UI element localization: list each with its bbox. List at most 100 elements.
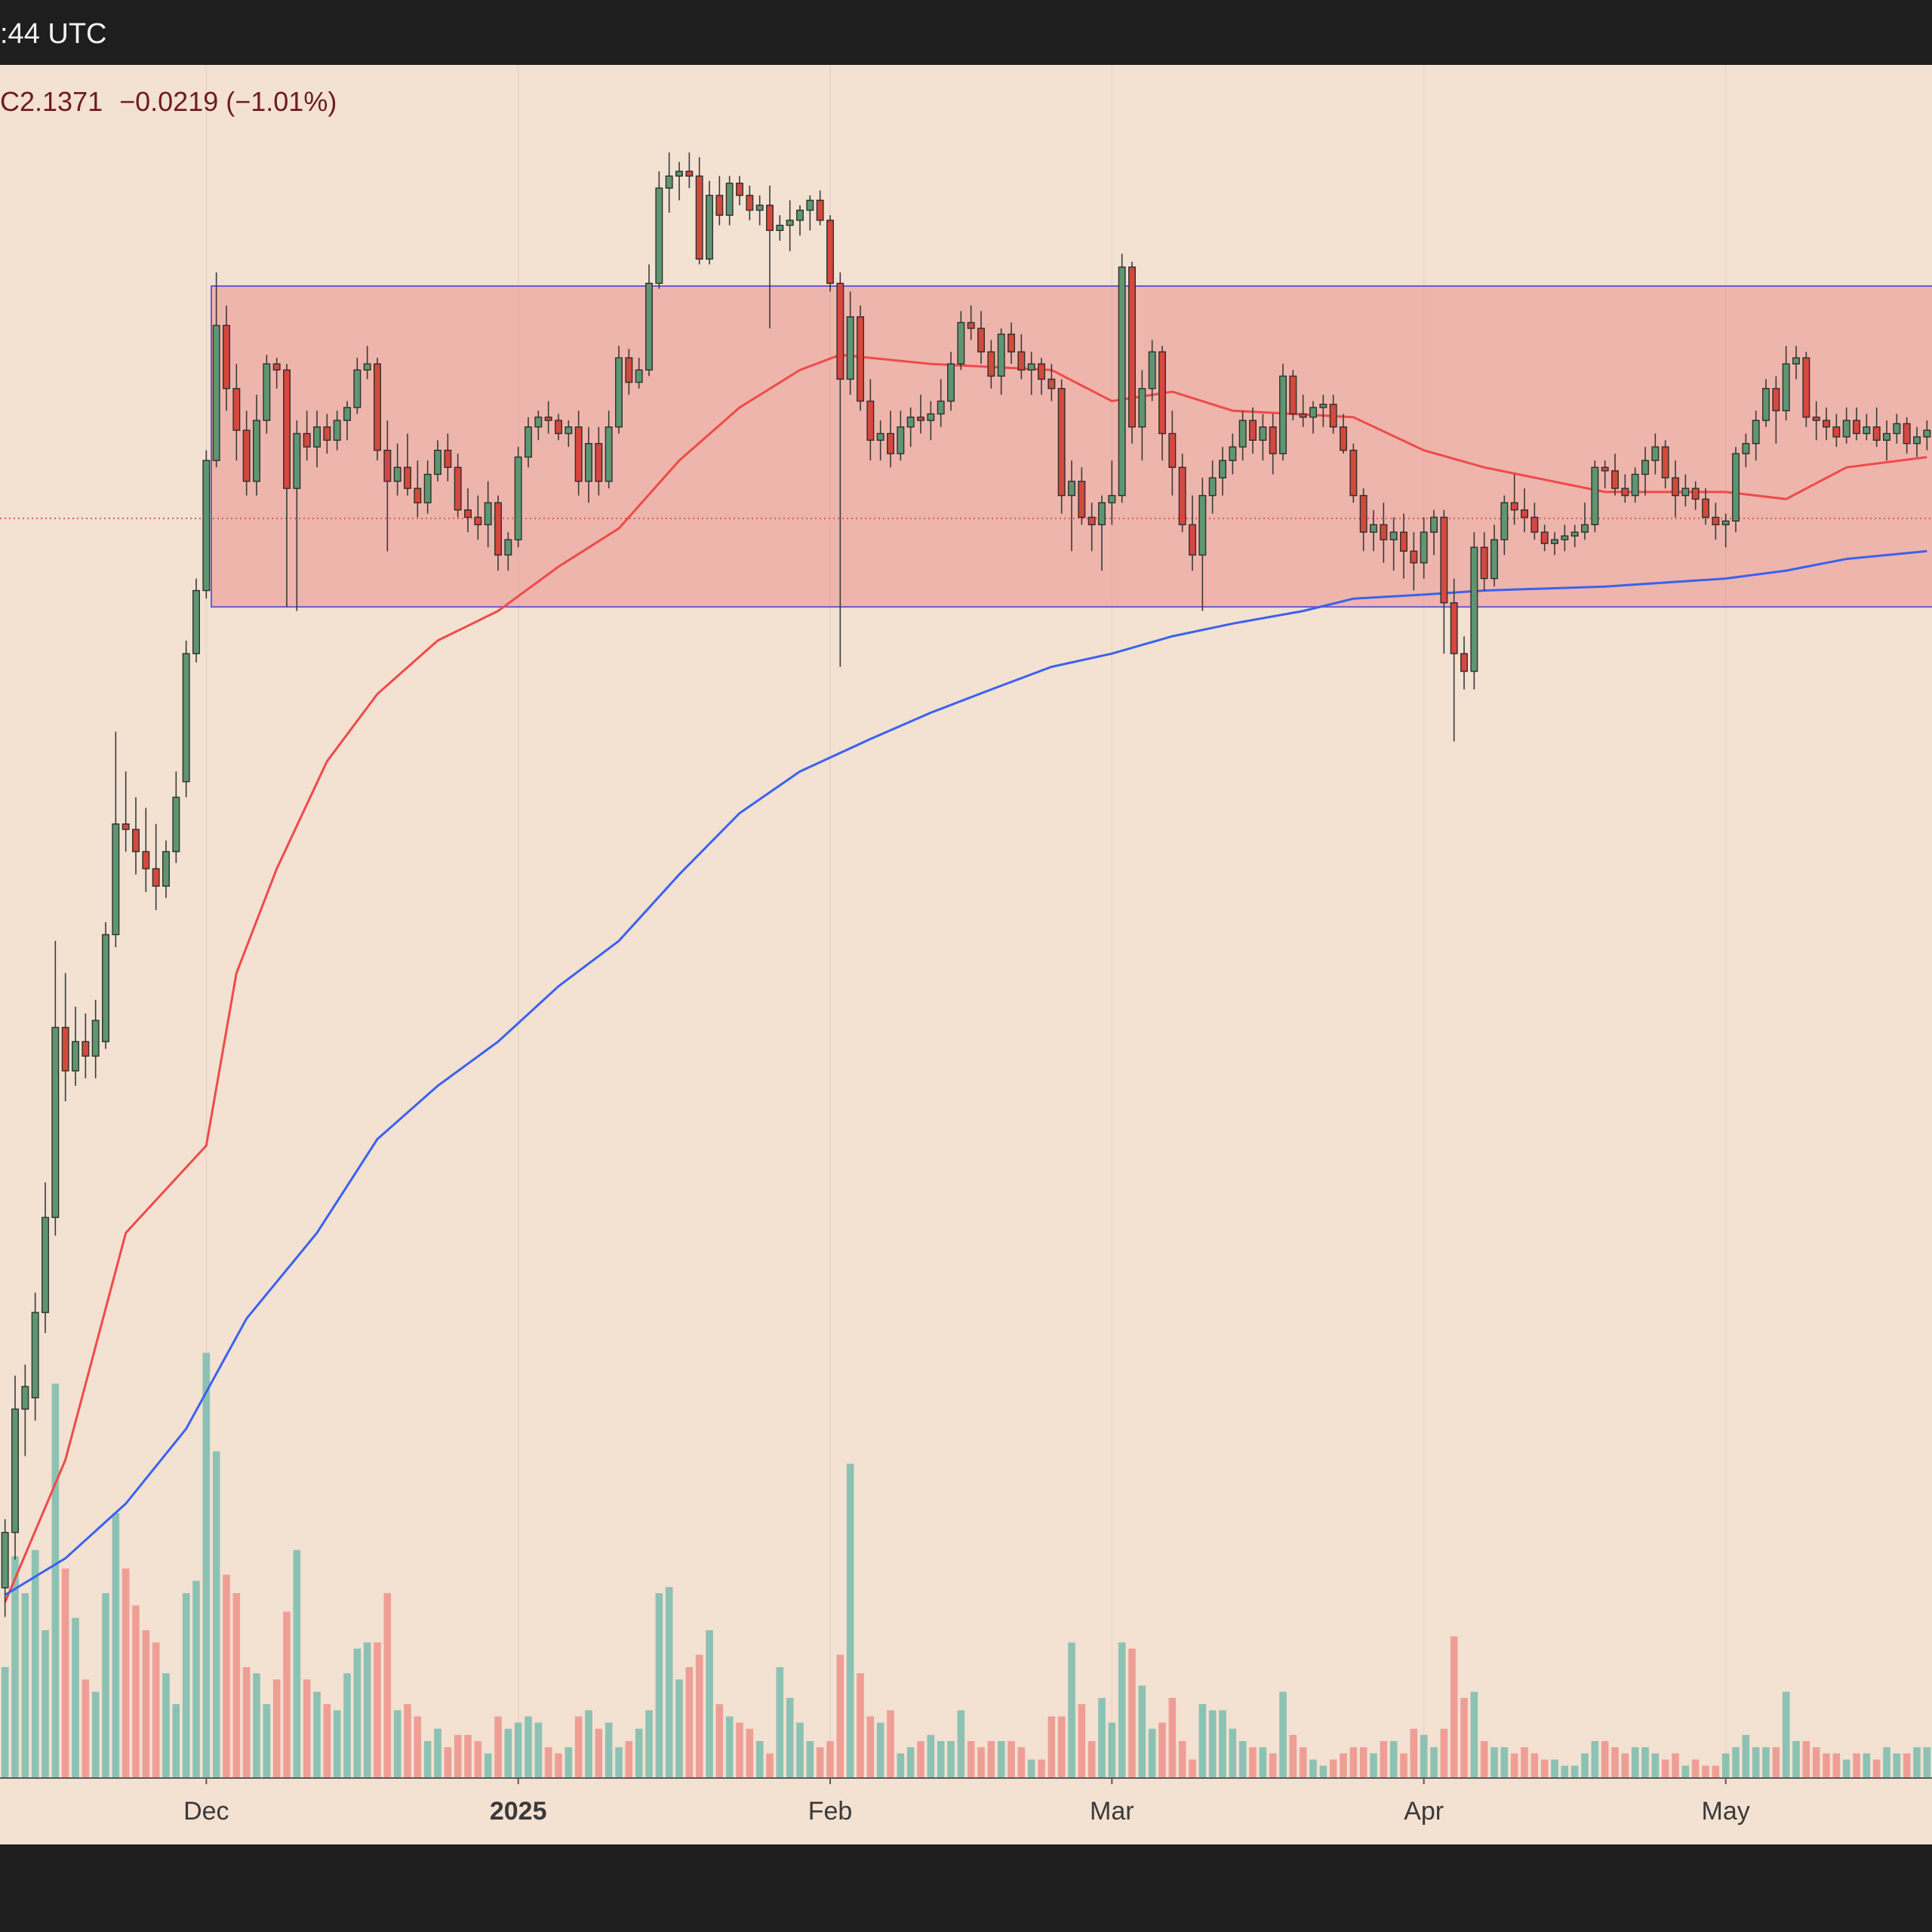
- candle-body: [887, 432, 894, 454]
- volume-bar: [21, 1593, 29, 1778]
- candle-body: [605, 426, 613, 482]
- volume-bar: [605, 1722, 613, 1778]
- candle-body: [1128, 266, 1136, 428]
- volume-bar: [1138, 1685, 1146, 1778]
- candle-body: [1762, 388, 1770, 421]
- candle-body: [202, 460, 211, 592]
- volume-bar: [404, 1704, 411, 1778]
- volume-bar: [1400, 1753, 1407, 1778]
- candle-body: [1178, 466, 1186, 525]
- volume-bar: [1017, 1747, 1026, 1778]
- candle-body: [1923, 429, 1931, 438]
- volume-bar: [1601, 1741, 1609, 1778]
- candle-body: [1893, 423, 1901, 435]
- candle-body: [725, 183, 734, 216]
- volume-bar: [1540, 1759, 1549, 1778]
- volume-bar: [1450, 1636, 1458, 1778]
- volume-bar: [1420, 1734, 1428, 1778]
- volume-bar: [836, 1654, 844, 1778]
- candle-body: [353, 369, 361, 408]
- candle-body: [1017, 351, 1026, 371]
- candle-body: [1732, 453, 1740, 522]
- x-tick-label: May: [1702, 1797, 1750, 1826]
- volume-bar: [1772, 1747, 1780, 1778]
- volume-bar: [1913, 1747, 1921, 1778]
- volume-bar: [383, 1593, 392, 1778]
- volume-bar: [574, 1716, 583, 1778]
- candle-body: [91, 1020, 100, 1057]
- volume-bar: [746, 1728, 754, 1778]
- volume-bar: [182, 1593, 190, 1778]
- volume-bar: [61, 1568, 69, 1778]
- candle-body: [1591, 466, 1599, 525]
- volume-bar: [1229, 1728, 1237, 1778]
- candle-body: [293, 432, 301, 489]
- volume-bar: [1551, 1759, 1558, 1778]
- candle-body: [715, 195, 724, 216]
- volume-bar: [122, 1568, 130, 1778]
- volume-bar: [1158, 1722, 1166, 1778]
- volume-bar: [1571, 1765, 1579, 1778]
- candle-body: [555, 420, 562, 435]
- candle-body: [51, 1026, 60, 1218]
- volume-bar: [595, 1728, 603, 1778]
- volume-bar: [1389, 1741, 1398, 1778]
- candle-body: [1672, 477, 1679, 497]
- volume-bar: [1068, 1642, 1075, 1778]
- candle-body: [1108, 494, 1116, 503]
- candle-body: [333, 420, 341, 441]
- candle-body: [1008, 334, 1015, 352]
- candle-body: [1470, 546, 1478, 672]
- volume-bar: [363, 1642, 371, 1778]
- volume-bar: [1752, 1747, 1760, 1778]
- candle-body: [706, 195, 713, 260]
- volume-bar: [665, 1586, 673, 1778]
- candle-body: [685, 171, 694, 177]
- candle-body: [927, 413, 935, 421]
- candle-body: [977, 328, 985, 352]
- volume-bar: [675, 1679, 683, 1778]
- candle-body: [1561, 535, 1569, 540]
- candle-body: [1238, 420, 1247, 448]
- candle-body: [1903, 423, 1911, 445]
- candle-body: [1088, 516, 1096, 525]
- candle-body: [444, 449, 452, 469]
- volume-bar: [625, 1741, 633, 1778]
- chart-background: [0, 65, 1932, 1844]
- volume-bar: [1651, 1753, 1660, 1778]
- volume-bar: [1340, 1753, 1347, 1778]
- candle-body: [1551, 539, 1558, 544]
- volume-bar: [504, 1728, 512, 1778]
- candle-body: [947, 363, 955, 402]
- candle-body: [876, 432, 884, 441]
- candle-body: [1581, 524, 1589, 533]
- volume-bar: [1872, 1759, 1881, 1778]
- volume-layer: [1, 1352, 1931, 1778]
- volume-bar: [1279, 1691, 1287, 1778]
- volume-bar: [755, 1741, 764, 1778]
- volume-bar: [816, 1747, 824, 1778]
- candle-body: [1752, 420, 1760, 445]
- volume-bar: [1088, 1741, 1096, 1778]
- candle-body: [1068, 481, 1075, 497]
- candle-body: [736, 183, 743, 196]
- candle-body: [1823, 420, 1830, 428]
- volume-bar: [1531, 1753, 1539, 1778]
- volume-bar: [212, 1451, 220, 1778]
- candle-body: [223, 325, 230, 389]
- candle-body: [323, 426, 331, 441]
- volume-bar: [987, 1741, 995, 1778]
- clock: :44 UTC: [0, 18, 107, 50]
- candle-body: [675, 171, 683, 177]
- candle-body: [1430, 516, 1438, 533]
- volume-bar: [414, 1716, 422, 1778]
- volume-bar: [1672, 1753, 1679, 1778]
- volume-bar: [132, 1605, 140, 1778]
- volume-bar: [1510, 1753, 1518, 1778]
- volume-bar: [393, 1710, 401, 1778]
- candle-body: [544, 417, 552, 421]
- candle-body: [665, 175, 673, 189]
- candle-body: [796, 209, 804, 221]
- volume-bar: [1269, 1753, 1277, 1778]
